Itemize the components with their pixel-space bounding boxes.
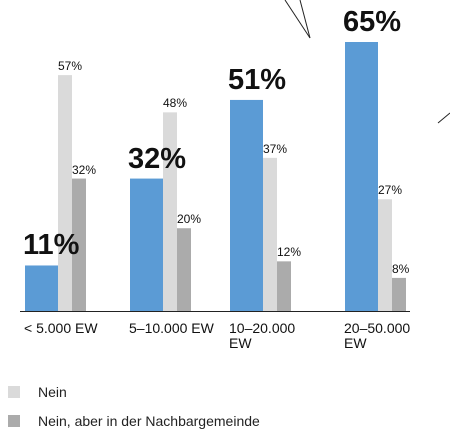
bar: [25, 265, 58, 311]
decor-line: [437, 112, 450, 124]
x-tick-label: 5–10.000 EW: [129, 320, 214, 336]
x-tick-label: < 5.000 EW: [24, 320, 98, 336]
value-label: 32%: [128, 142, 187, 175]
legend-label: Nein: [38, 384, 67, 400]
bar: [277, 261, 291, 311]
value-label: 27%: [378, 183, 403, 198]
x-tick-label: 20–50.000 EW: [344, 320, 411, 351]
bar: [177, 228, 191, 311]
value-label: 51%: [228, 63, 287, 96]
value-label: 12%: [277, 245, 302, 260]
x-tick-label: 10–20.000 EW: [229, 320, 296, 351]
legend-swatch: [8, 386, 20, 398]
bar: [263, 157, 277, 311]
value-label: 48%: [163, 96, 188, 111]
value-label: 20%: [177, 212, 202, 227]
bar: [163, 112, 177, 311]
value-label: 65%: [343, 6, 402, 38]
value-label: 37%: [263, 141, 288, 156]
legend-swatch: [8, 415, 20, 427]
decor-line: [284, 0, 311, 39]
bar: [392, 277, 406, 311]
decor-line: [299, 0, 311, 39]
value-label: 57%: [58, 59, 83, 74]
bar: [345, 42, 378, 311]
bar: [58, 75, 72, 311]
value-label: 8%: [392, 261, 410, 276]
value-label: 11%: [23, 229, 80, 262]
bar: [230, 99, 263, 311]
value-label: 32%: [72, 162, 97, 177]
bar: [130, 178, 163, 311]
legend-label: Nein, aber in der Nachbargemeinde: [38, 413, 260, 429]
bar: [378, 199, 392, 311]
bar: [72, 178, 86, 311]
